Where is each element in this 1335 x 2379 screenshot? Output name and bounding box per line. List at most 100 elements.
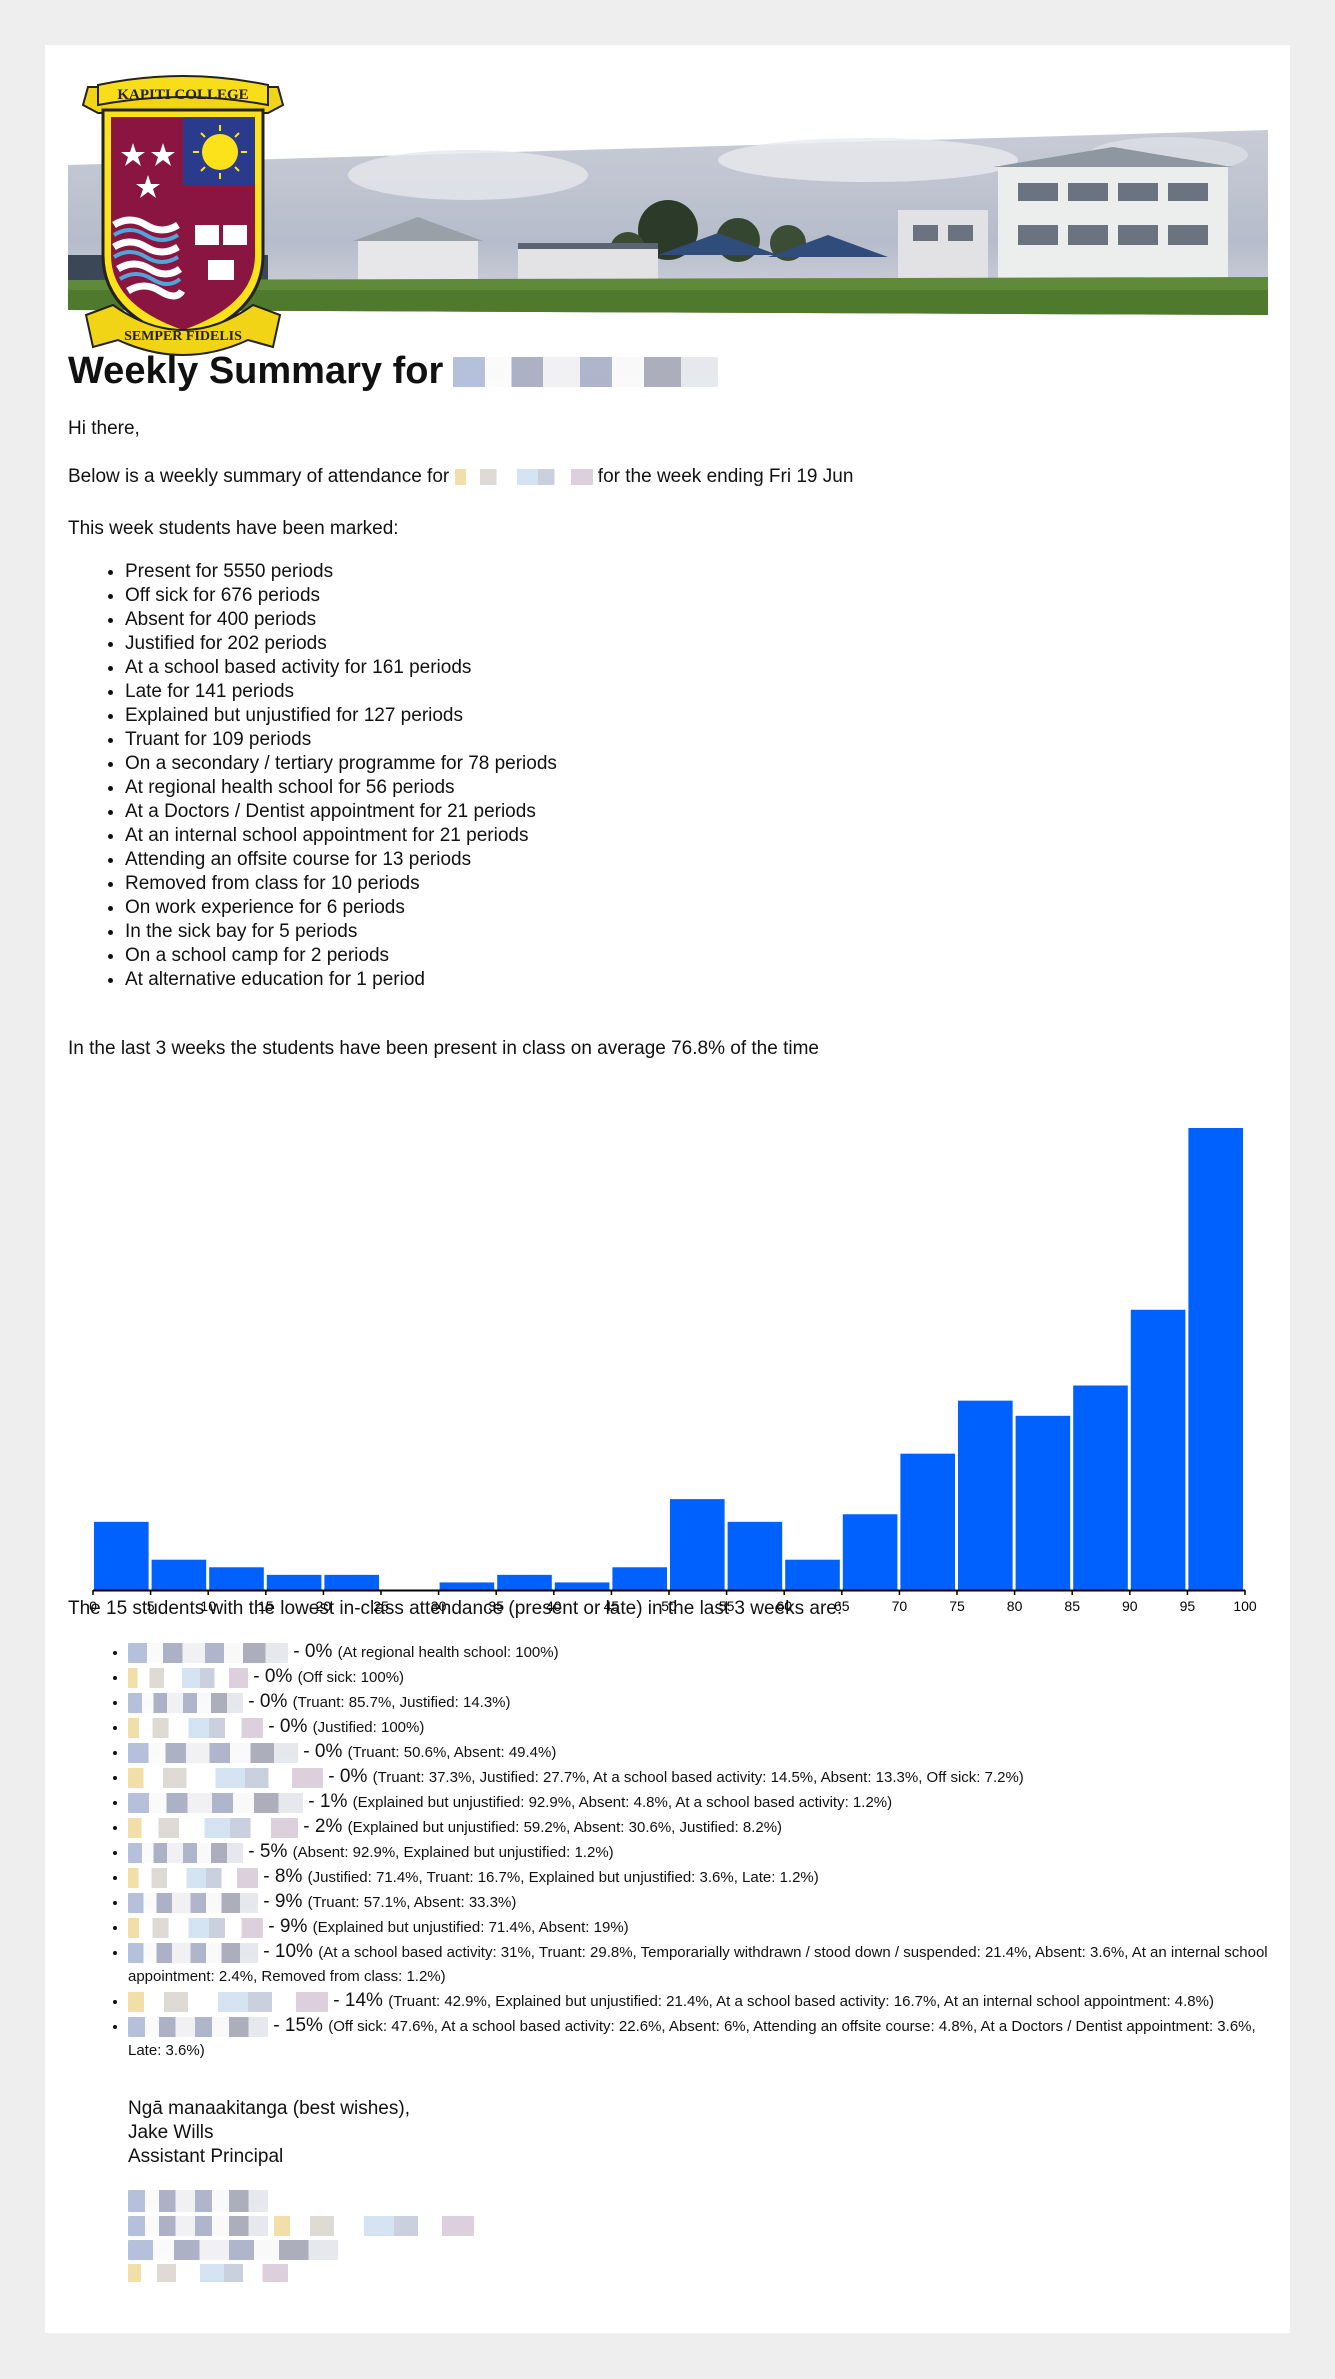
x-axis-tick-label: 55	[719, 1598, 735, 1614]
redacted-student-name	[128, 1843, 243, 1864]
greeting-text: Hi there,	[68, 418, 140, 439]
low-attendance-student: - 14% (Truant: 42.9%, Explained but unju…	[128, 1989, 1268, 2014]
redacted-student-name	[128, 1743, 298, 1764]
histogram-bar	[497, 1574, 552, 1590]
email-card: KAPITI COLLEGE	[45, 45, 1290, 2333]
marked-intro-text: This week students have been marked:	[68, 518, 399, 539]
student-attendance-percent: - 5%	[243, 1841, 293, 1862]
histogram-bar	[439, 1582, 495, 1590]
x-axis-tick-label: 90	[1122, 1598, 1138, 1614]
low-attendance-student: - 8% (Justified: 71.4%, Truant: 16.7%, E…	[128, 1865, 1268, 1890]
signoff-name: Jake Wills	[128, 2122, 214, 2143]
signoff-block: Ngā manaakitanga (best wishes), Jake Wil…	[128, 2097, 410, 2169]
student-attendance-percent: - 0%	[243, 1691, 293, 1712]
histogram-bar	[670, 1499, 725, 1590]
histogram-bar	[958, 1400, 1013, 1590]
student-attendance-breakdown: (Explained but unjustified: 59.2%, Absen…	[347, 1819, 783, 1836]
low-attendance-student: - 0% (Truant: 37.3%, Justified: 27.7%, A…	[128, 1765, 1268, 1790]
x-axis-tick-label: 85	[1064, 1598, 1080, 1614]
lowest-intro-text: The 15 students with the lowest in-class…	[68, 1598, 843, 1619]
x-axis-tick-label: 30	[431, 1598, 447, 1614]
attendance-mark-item: Late for 141 periods	[125, 680, 557, 704]
histogram-bar	[94, 1521, 149, 1590]
low-attendance-student: - 0% (Truant: 50.6%, Absent: 49.4%)	[128, 1740, 1268, 1765]
x-axis-tick-label: 0	[89, 1598, 97, 1614]
x-axis-tick-label: 35	[488, 1598, 504, 1614]
lowest-students-list: - 0% (At regional health school: 100%) -…	[128, 1640, 1268, 2063]
student-attendance-breakdown: (At regional health school: 100%)	[337, 1644, 559, 1661]
redacted-school-name-inline	[454, 468, 593, 485]
crest-motto-text: SEMPER FIDELIS	[124, 329, 242, 344]
page-title: Weekly Summary for	[68, 350, 719, 393]
histogram-bar	[727, 1521, 783, 1590]
student-attendance-percent: - 0%	[263, 1716, 313, 1737]
intro-suffix: for the week ending Fri 19 Jun	[597, 466, 854, 487]
redacted-student-name	[128, 1918, 263, 1939]
attendance-mark-item: Off sick for 676 periods	[125, 584, 557, 608]
school-photo	[68, 130, 1268, 315]
page-title-text: Weekly Summary for	[68, 350, 444, 392]
histogram-bar	[266, 1574, 322, 1590]
redacted-student-name	[128, 1893, 258, 1914]
student-attendance-breakdown: (Off sick: 100%)	[297, 1669, 405, 1686]
histogram-bar	[151, 1559, 207, 1590]
low-attendance-student: - 2% (Explained but unjustified: 59.2%, …	[128, 1815, 1268, 1840]
redacted-signature	[128, 2190, 474, 2282]
redacted-student-name	[128, 1992, 328, 2013]
kapiti-college-crest: KAPITI COLLEGE	[81, 75, 285, 356]
x-axis-tick-label: 40	[546, 1598, 562, 1614]
student-attendance-breakdown: (Explained but unjustified: 71.4%, Absen…	[312, 1919, 629, 1936]
histogram-bar	[900, 1453, 955, 1590]
attendance-mark-item: At an internal school appointment for 21…	[125, 824, 557, 848]
student-attendance-percent: - 2%	[298, 1816, 348, 1837]
attendance-mark-item: At a Doctors / Dentist appointment for 2…	[125, 800, 557, 824]
attendance-mark-item: Present for 5550 periods	[125, 560, 557, 584]
redacted-student-name	[128, 1818, 298, 1839]
x-axis-tick-label: 80	[1007, 1598, 1023, 1614]
crest-top-text: KAPITI COLLEGE	[117, 87, 248, 103]
x-axis-tick-label: 50	[661, 1598, 677, 1614]
student-attendance-percent: - 1%	[303, 1791, 353, 1812]
x-axis-tick-label: 45	[604, 1598, 620, 1614]
x-axis-tick-label: 60	[776, 1598, 792, 1614]
histogram-bar	[842, 1514, 898, 1590]
student-attendance-percent: - 9%	[258, 1891, 308, 1912]
histogram-bar	[1188, 1128, 1243, 1590]
attendance-mark-item: Justified for 202 periods	[125, 632, 557, 656]
low-attendance-student: - 0% (Off sick: 100%)	[128, 1665, 1268, 1690]
low-attendance-student: - 9% (Explained but unjustified: 71.4%, …	[128, 1915, 1268, 1940]
histogram-bar	[612, 1567, 667, 1590]
redacted-student-name	[128, 1718, 263, 1739]
student-attendance-breakdown: (Justified: 100%)	[312, 1719, 425, 1736]
redacted-student-name	[128, 1693, 243, 1714]
student-attendance-percent: - 9%	[263, 1916, 313, 1937]
school-banner: KAPITI COLLEGE	[68, 65, 1268, 395]
attendance-marks-list: Present for 5550 periodsOff sick for 676…	[125, 560, 557, 992]
student-attendance-breakdown: (Truant: 42.9%, Explained but unjustifie…	[388, 1993, 1214, 2010]
redacted-student-name	[128, 1668, 248, 1689]
attendance-mark-item: On a secondary / tertiary programme for …	[125, 752, 557, 776]
student-attendance-percent: - 14%	[328, 1990, 389, 2011]
intro-text: Below is a weekly summary of attendance …	[68, 465, 853, 489]
attendance-mark-item: At alternative education for 1 period	[125, 968, 557, 992]
low-attendance-student: - 0% (At regional health school: 100%)	[128, 1640, 1268, 1665]
low-attendance-student: - 5% (Absent: 92.9%, Explained but unjus…	[128, 1840, 1268, 1865]
student-attendance-percent: - 0%	[248, 1666, 298, 1687]
signoff-title: Assistant Principal	[128, 2146, 284, 2167]
student-attendance-breakdown: (Truant: 37.3%, Justified: 27.7%, At a s…	[372, 1769, 1024, 1786]
average-attendance-text: In the last 3 weeks the students have be…	[68, 1038, 819, 1059]
histogram-bar	[785, 1559, 840, 1590]
attendance-mark-item: On work experience for 6 periods	[125, 896, 557, 920]
attendance-mark-item: Explained but unjustified for 127 period…	[125, 704, 557, 728]
student-attendance-breakdown: (Truant: 50.6%, Absent: 49.4%)	[347, 1744, 557, 1761]
x-axis-tick-label: 15	[258, 1598, 274, 1614]
x-axis-tick-label: 10	[200, 1598, 216, 1614]
histogram-bar	[1015, 1415, 1071, 1590]
attendance-mark-item: Absent for 400 periods	[125, 608, 557, 632]
histogram-bar	[1130, 1309, 1186, 1590]
redacted-student-name	[128, 1943, 258, 1964]
low-attendance-student: - 15% (Off sick: 47.6%, At a school base…	[128, 2014, 1268, 2063]
x-axis-tick-label: 25	[373, 1598, 389, 1614]
histogram-bar	[324, 1574, 379, 1590]
attendance-histogram: 0 5 10 15 20 25 30 35 40 45 50 55 60 65 70 75 80 85 90 95 10…	[89, 1128, 1257, 1614]
